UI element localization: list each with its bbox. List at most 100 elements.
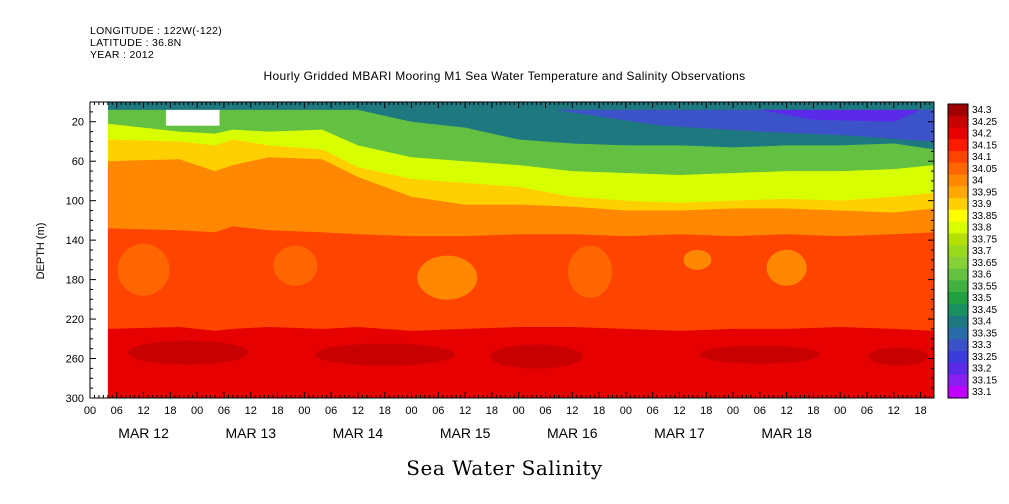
colorbar-label: 34.05 <box>972 164 997 175</box>
x-day-label: MAR 15 <box>440 425 491 441</box>
colorbar-swatch <box>948 198 968 211</box>
core-lens <box>868 347 929 366</box>
chart-title: Hourly Gridded MBARI Mooring M1 Sea Wate… <box>263 69 746 83</box>
y-tick-label: 60 <box>72 156 84 168</box>
axes: 00 06 12 18 00 06 12 18 00 06 12 18 00 06 12 18 00 06 12 18… <box>66 101 935 441</box>
colorbar-swatch <box>948 292 968 305</box>
y-axis-label: DEPTH (m) <box>35 223 47 280</box>
intrusion-lens <box>417 255 478 300</box>
x-tick-label: 18 <box>164 405 176 417</box>
x-tick-label: 18 <box>271 405 283 417</box>
colorbar-label: 33.1 <box>972 387 992 398</box>
x-tick-label: 12 <box>245 405 257 417</box>
x-tick-label: 06 <box>754 405 766 417</box>
contour-features <box>117 243 929 369</box>
intrusion-lens <box>273 245 318 286</box>
colorbar-label: 33.4 <box>972 317 992 328</box>
colorbar-label: 33.55 <box>972 281 997 292</box>
x-day-label: MAR 14 <box>333 425 384 441</box>
x-tick-label: 12 <box>459 405 471 417</box>
colorbar-swatch <box>948 362 968 375</box>
intrusion-lens <box>117 243 170 296</box>
colorbar-label: 33.8 <box>972 223 992 234</box>
x-tick-label: 12 <box>673 405 685 417</box>
colorbar-label: 33.75 <box>972 234 997 245</box>
x-tick-label: 12 <box>888 405 900 417</box>
x-tick-label: 12 <box>566 405 578 417</box>
colorbar-swatch <box>948 256 968 270</box>
colorbar-label: 33.35 <box>972 328 997 339</box>
colorbar-swatch <box>948 374 968 387</box>
colorbar-swatch <box>948 245 968 258</box>
x-tick-label: 06 <box>861 405 873 417</box>
x-day-label: MAR 16 <box>547 425 598 441</box>
y-tick-label: 180 <box>66 275 84 287</box>
x-tick-label: 18 <box>379 405 391 417</box>
colorbar-label: 34.2 <box>972 129 992 140</box>
x-tick-label: 06 <box>325 405 337 417</box>
colorbar-swatch <box>948 303 968 317</box>
x-tick-label: 00 <box>727 405 739 417</box>
colorbar-swatch <box>948 151 968 164</box>
colorbar-swatch <box>948 221 968 234</box>
colorbar-label: 33.45 <box>972 305 997 316</box>
colorbar-label: 34.3 <box>972 105 992 116</box>
colorbar-label: 33.3 <box>972 340 992 351</box>
colorbar-label: 33.85 <box>972 211 997 222</box>
x-tick-label: 00 <box>513 405 525 417</box>
x-tick-label: 12 <box>352 405 364 417</box>
core-lens <box>699 345 820 364</box>
core-lens <box>314 343 455 366</box>
x-day-label: MAR 12 <box>118 425 169 441</box>
colorbar-swatch <box>948 327 968 340</box>
x-tick-label: 12 <box>137 405 149 417</box>
colorbar-label: 33.95 <box>972 187 997 198</box>
x-tick-label: 00 <box>620 405 632 417</box>
colorbar-frame <box>947 103 969 399</box>
colorbar-swatch <box>948 339 968 352</box>
x-tick-label: 18 <box>914 405 926 417</box>
x-tick-label: 00 <box>834 405 846 417</box>
x-tick-label: 06 <box>111 405 123 417</box>
colorbar-label: 33.65 <box>972 258 997 269</box>
colorbar-swatch <box>948 233 968 246</box>
colorbar-swatch <box>948 162 968 176</box>
x-tick-label: 06 <box>432 405 444 417</box>
colorbar-label: 33.5 <box>972 293 992 304</box>
colorbar-swatch <box>948 268 968 281</box>
intrusion-lens <box>568 245 613 298</box>
missing-data-block <box>165 109 220 126</box>
x-day-label: MAR 13 <box>225 425 276 441</box>
core-lens <box>128 340 249 365</box>
colorbar-swatch <box>948 209 968 223</box>
x-day-label: MAR 17 <box>654 425 705 441</box>
colorbar-swatch <box>948 104 968 117</box>
colorbar-label: 34.25 <box>972 117 997 128</box>
x-tick-label: 18 <box>593 405 605 417</box>
colorbar-swatch <box>948 186 968 199</box>
colorbar-swatch <box>948 174 968 187</box>
x-tick-label: 18 <box>486 405 498 417</box>
x-tick-label: 00 <box>298 405 310 417</box>
colorbar-label: 33.2 <box>972 364 992 375</box>
x-tick-label: 06 <box>539 405 551 417</box>
x-day-label: MAR 18 <box>761 425 812 441</box>
y-tick-label: 100 <box>66 196 84 208</box>
colorbar-label: 33.6 <box>972 270 992 281</box>
longitude-label: LONGITUDE : 122W(-122) <box>90 25 223 37</box>
x-tick-label: 06 <box>647 405 659 417</box>
colorbar-swatch <box>948 127 968 140</box>
colorbar-swatch <box>948 350 968 364</box>
colorbar-label: 34.15 <box>972 140 997 151</box>
x-tick-label: 00 <box>191 405 203 417</box>
colorbar-swatch <box>948 386 968 399</box>
x-tick-label: 18 <box>807 405 819 417</box>
colorbar-swatch <box>948 315 968 328</box>
core-lens <box>490 344 583 369</box>
chart-caption: Sea Water Salinity <box>406 456 603 480</box>
intrusion-lens <box>683 249 712 270</box>
y-tick-label: 260 <box>66 354 84 366</box>
colorbar-label: 33.7 <box>972 246 992 257</box>
colorbar-label: 33.15 <box>972 375 997 386</box>
